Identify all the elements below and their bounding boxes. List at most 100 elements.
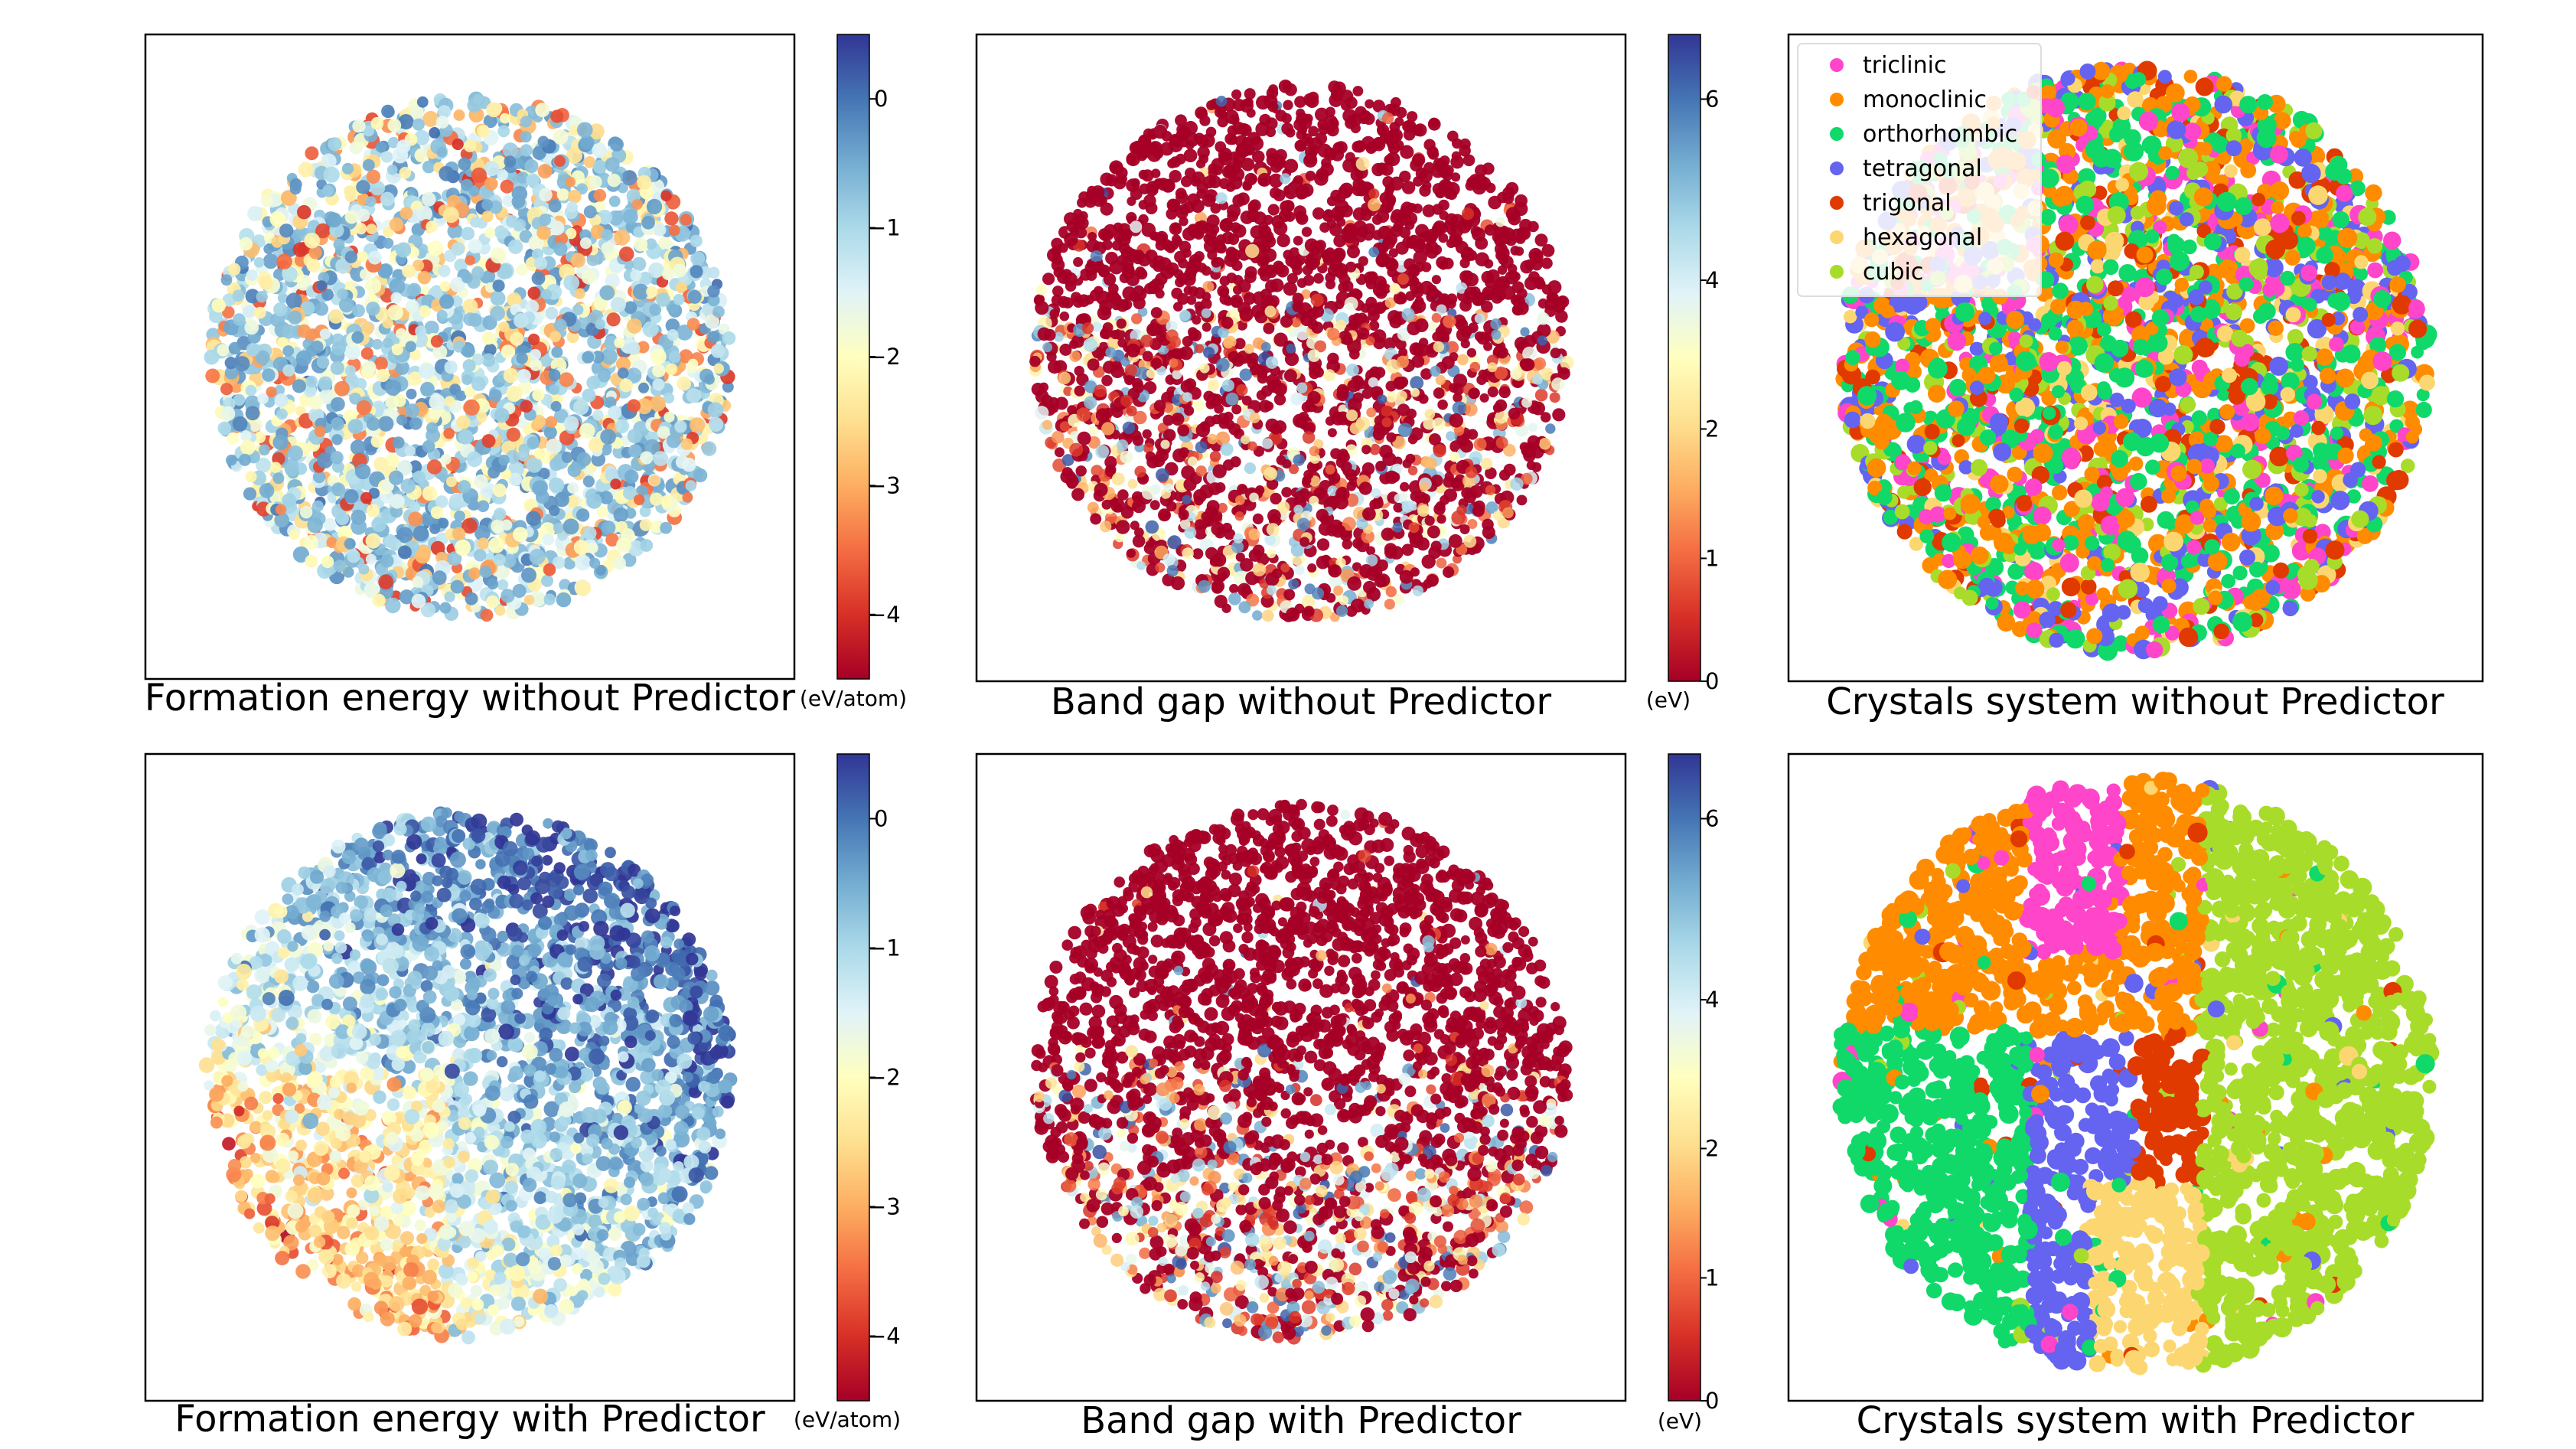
scatter-point: [1468, 387, 1479, 400]
scatter-point: [649, 475, 660, 486]
scatter-point: [1161, 391, 1175, 405]
scatter-point: [1405, 453, 1416, 464]
scatter-point: [454, 258, 468, 273]
scatter-point: [546, 438, 562, 455]
scatter-point: [610, 297, 627, 313]
scatter-point: [1176, 207, 1189, 220]
scatter-point: [1469, 485, 1483, 498]
scatter-point: [1528, 423, 1537, 432]
scatter-point: [328, 308, 344, 324]
scatter-point: [1260, 341, 1271, 352]
scatter-point: [1120, 450, 1133, 464]
scatter-point: [1410, 280, 1423, 295]
scatter-point: [1184, 526, 1197, 539]
scatter-point: [1073, 256, 1084, 267]
scatter-point: [1361, 530, 1375, 543]
scatter-point: [1166, 501, 1177, 512]
scatter-point: [713, 363, 724, 374]
scatter-point: [1197, 223, 1208, 234]
scatter-point: [429, 523, 441, 534]
scatter-point: [277, 337, 289, 349]
scatter-point: [428, 407, 442, 420]
scatter-point: [645, 238, 657, 250]
scatter-point: [385, 395, 399, 410]
scatter-point: [1051, 294, 1063, 306]
scatter-point: [1231, 89, 1242, 100]
scatter-point: [1369, 443, 1381, 455]
scatter-point: [1389, 546, 1404, 560]
scatter-point: [1166, 198, 1180, 212]
scatter-point: [439, 281, 451, 292]
scatter-point: [537, 164, 553, 179]
scatter-point: [493, 507, 507, 521]
scatter-point: [500, 113, 510, 124]
scatter-point: [274, 393, 289, 408]
scatter-point: [1182, 547, 1194, 560]
scatter-point: [424, 320, 439, 336]
scatter-point: [240, 430, 252, 442]
scatter-point: [1124, 364, 1137, 377]
scatter-point: [680, 438, 693, 450]
scatter-point: [1225, 246, 1237, 258]
scatter-point: [385, 453, 399, 468]
scatter-point: [399, 167, 412, 179]
scatter-point: [347, 419, 364, 434]
scatter-point: [1335, 199, 1349, 214]
scatter-point: [1463, 402, 1478, 417]
scatter-point: [1301, 227, 1312, 237]
scatter-point: [1111, 472, 1125, 486]
scatter-point: [366, 417, 380, 431]
scatter-point: [581, 269, 596, 285]
scatter-point: [1407, 465, 1418, 476]
scatter-point: [1094, 482, 1108, 497]
scatter-point: [1134, 527, 1144, 537]
scatter-point: [513, 220, 523, 232]
scatter-point: [1491, 292, 1504, 304]
scatter-point: [1120, 299, 1133, 311]
scatter-point: [657, 426, 670, 439]
scatter-point: [376, 368, 390, 383]
scatter-point: [542, 533, 555, 546]
scatter-point: [1395, 339, 1407, 351]
scatter-point: [1266, 523, 1280, 537]
scatter-point: [471, 167, 487, 183]
scatter-point: [220, 406, 236, 422]
scatter-point: [380, 191, 395, 207]
scatter-point: [601, 229, 613, 241]
panel-title: Formation energy without Predictor: [145, 677, 795, 720]
scatter-point: [1480, 458, 1493, 470]
scatter-point: [1433, 387, 1445, 399]
scatter-point: [1388, 248, 1399, 258]
scatter-point: [1227, 125, 1239, 136]
scatter-point: [661, 268, 674, 280]
scatter-point: [693, 468, 708, 483]
scatter-point: [523, 594, 535, 605]
scatter-point: [1327, 485, 1339, 497]
scatter-point: [496, 263, 513, 279]
scatter-point: [326, 212, 342, 228]
scatter-point: [421, 513, 435, 527]
scatter-point: [1117, 489, 1129, 501]
scatter-point: [331, 397, 345, 412]
scatter-point: [1508, 212, 1521, 226]
scatter-point: [372, 593, 386, 608]
scatter-point: [488, 389, 502, 403]
scatter-point: [589, 175, 602, 189]
scatter-point: [1281, 113, 1292, 124]
scatter-point: [406, 299, 419, 314]
scatter-point: [625, 367, 642, 384]
scatter-point: [1429, 433, 1441, 445]
scatter-point: [367, 250, 382, 265]
scatter-point: [1372, 100, 1385, 113]
scatter-point: [686, 388, 702, 403]
scatter-point: [1294, 96, 1306, 108]
scatter-point: [1278, 79, 1293, 93]
scatter-point: [1325, 416, 1335, 426]
scatter-point: [1186, 295, 1197, 305]
scatter-point: [347, 549, 360, 563]
scatter-point: [682, 491, 693, 503]
scatter-point: [262, 253, 279, 269]
scatter-point: [262, 368, 276, 382]
scatter-point: [335, 258, 351, 274]
scatter-point: [1261, 438, 1273, 449]
